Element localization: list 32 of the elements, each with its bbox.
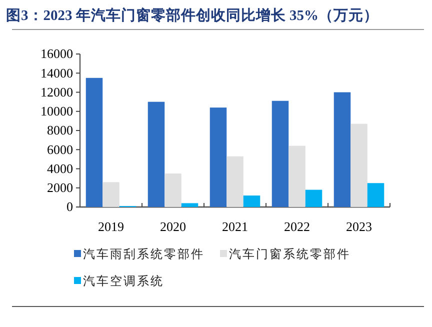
- y-tick-label: 8000: [47, 122, 73, 138]
- bar: [86, 78, 103, 207]
- bar: [102, 182, 120, 207]
- bar: [243, 196, 260, 207]
- bar: [164, 174, 182, 207]
- x-tick-label: 2019: [98, 219, 124, 234]
- y-tick-label: 14000: [40, 65, 73, 80]
- y-tick-label: 6000: [47, 142, 73, 157]
- bar: [350, 124, 368, 207]
- x-tick-label: 2021: [222, 219, 248, 234]
- legend-label: 汽车雨刮系统零部件: [83, 247, 204, 261]
- bar: [288, 146, 306, 207]
- bar: [367, 183, 384, 207]
- x-tick-label: 2022: [284, 219, 310, 234]
- bar: [334, 92, 351, 207]
- bar: [210, 108, 227, 207]
- y-tick-label: 12000: [40, 84, 73, 100]
- y-tick-label: 0: [66, 199, 73, 214]
- legend-label: 汽车空调系统: [83, 274, 164, 288]
- bar: [181, 203, 198, 207]
- chart-title: 图3：2023 年汽车门窗零部件创收同比增长 35%（万元）: [6, 6, 378, 24]
- y-tick-label: 16000: [40, 46, 73, 62]
- legend-label: 汽车门窗系统零部件: [229, 247, 350, 261]
- bar: [148, 102, 165, 207]
- bar: [305, 190, 322, 207]
- y-tick-label: 2000: [47, 180, 73, 196]
- x-tick-label: 2020: [160, 219, 186, 234]
- x-tick-label: 2023: [346, 219, 372, 234]
- y-tick-label: 10000: [40, 104, 73, 119]
- bar: [226, 156, 244, 207]
- y-tick-label: 4000: [47, 160, 73, 176]
- bar: [272, 100, 289, 207]
